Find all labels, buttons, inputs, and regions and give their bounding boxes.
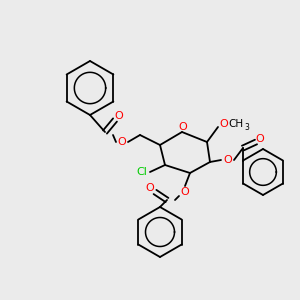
Text: O: O <box>115 111 123 121</box>
Text: O: O <box>181 187 189 197</box>
Text: Cl: Cl <box>136 167 147 177</box>
Text: CH: CH <box>228 119 244 129</box>
Text: 3: 3 <box>244 124 249 133</box>
Text: O: O <box>224 155 232 165</box>
Text: O: O <box>118 137 126 147</box>
Text: O: O <box>220 119 228 129</box>
Text: O: O <box>146 183 154 193</box>
Text: O: O <box>256 134 264 144</box>
Text: O: O <box>178 122 188 132</box>
